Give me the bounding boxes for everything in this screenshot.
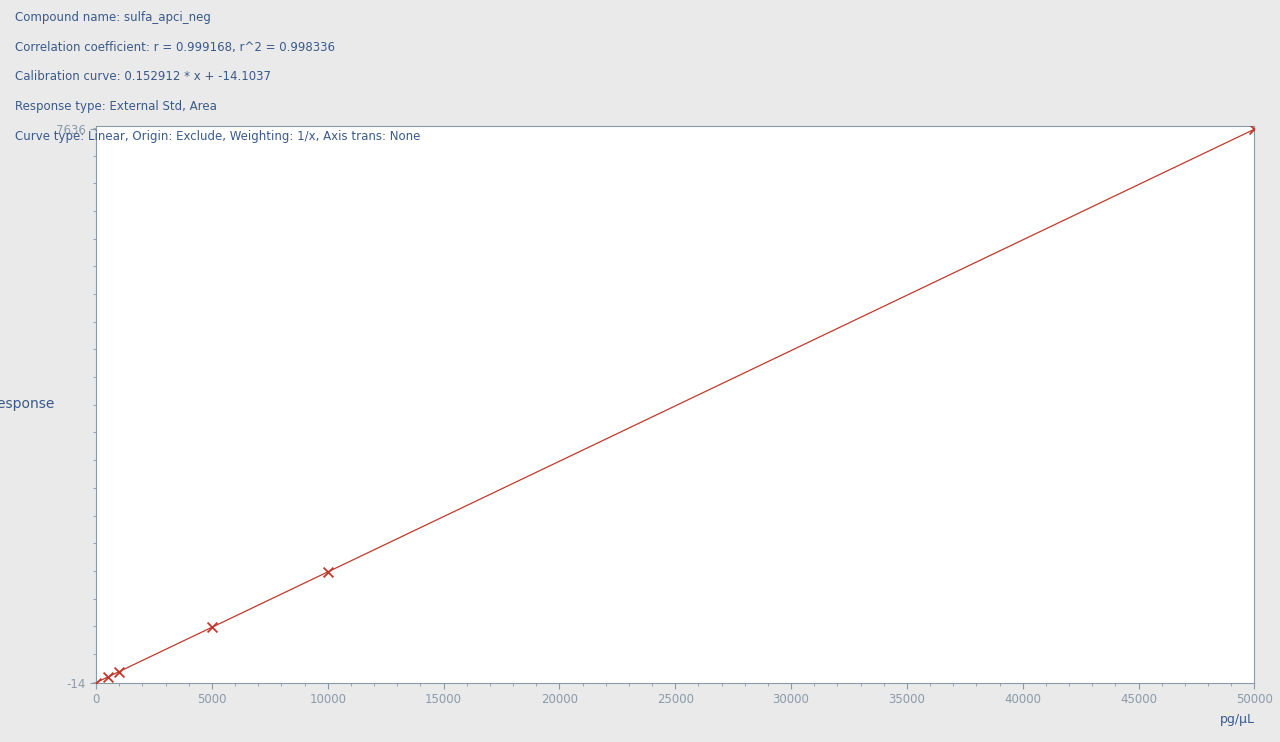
- Point: [97, 672, 118, 683]
- Point: [317, 566, 338, 578]
- Text: Compound name: sulfa_apci_neg: Compound name: sulfa_apci_neg: [15, 11, 211, 24]
- Text: Response: Response: [0, 398, 55, 411]
- Point: [109, 666, 129, 677]
- Text: Response type: External Std, Area: Response type: External Std, Area: [15, 100, 218, 114]
- Text: Curve type: Linear, Origin: Exclude, Weighting: 1/x, Axis trans: None: Curve type: Linear, Origin: Exclude, Wei…: [15, 130, 421, 143]
- Text: Correlation coefficient: r = 0.999168, r^2 = 0.998336: Correlation coefficient: r = 0.999168, r…: [15, 41, 335, 54]
- Text: Calibration curve: 0.152912 * x + -14.1037: Calibration curve: 0.152912 * x + -14.10…: [15, 70, 271, 84]
- Point: [202, 621, 223, 633]
- Point: [1244, 123, 1265, 135]
- Text: pg/μL: pg/μL: [1220, 713, 1254, 726]
- Point: [86, 677, 106, 689]
